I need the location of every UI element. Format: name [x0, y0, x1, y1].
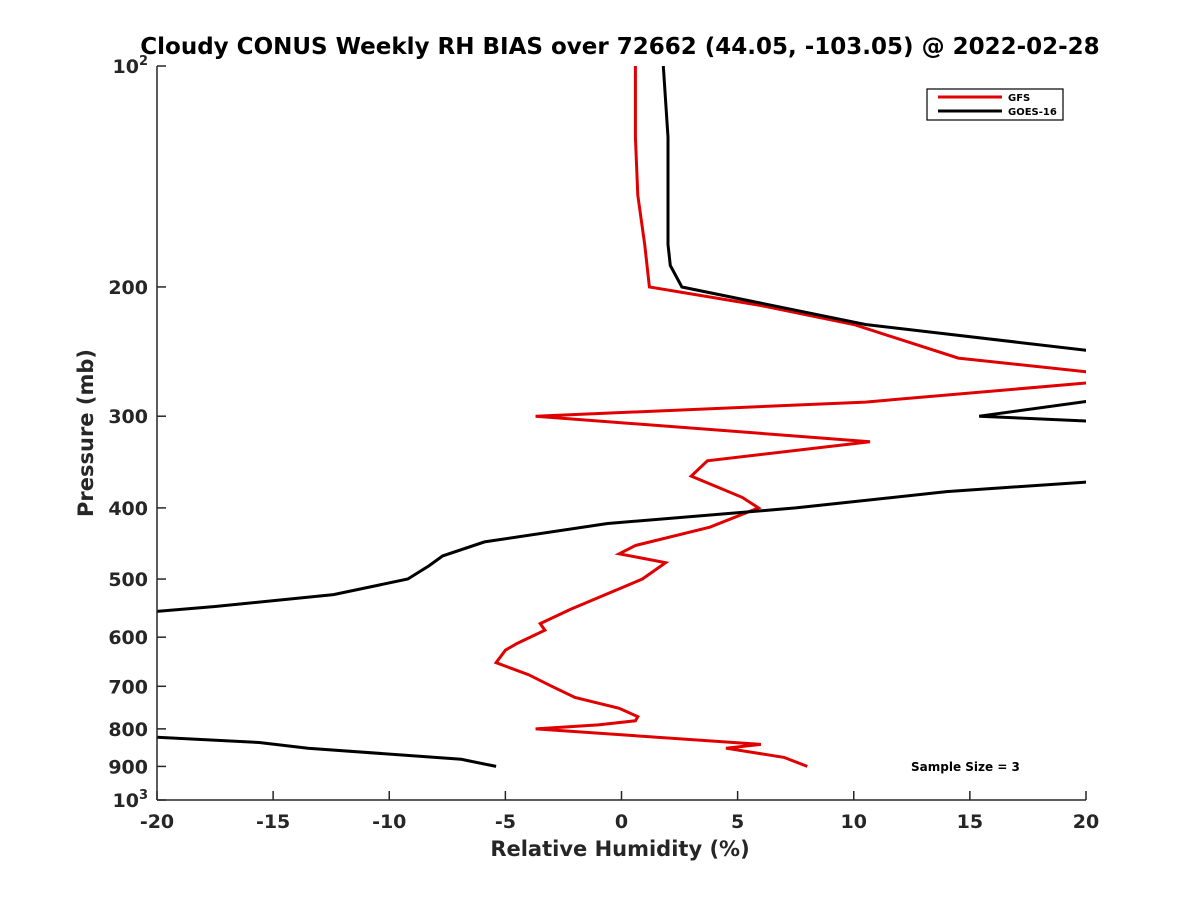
chart-title: Cloudy CONUS Weekly RH BIAS over 72662 (… [140, 34, 1099, 60]
plot-area [157, 66, 1086, 800]
y-tick-label: 800 [108, 719, 148, 741]
legend-label-goes16: GOES-16 [1008, 107, 1057, 118]
series-line-gfs [493, 66, 1086, 768]
x-tick-label: -15 [256, 811, 290, 833]
x-axis-label: Relative Humidity (%) [490, 837, 749, 861]
y-tick-label: 200 [108, 277, 148, 299]
y-tick-label: 900 [108, 756, 148, 778]
y-tick-label: 500 [108, 569, 148, 591]
y-tick-label: 103 [113, 788, 149, 812]
x-tick-label: 10 [841, 811, 867, 833]
y-tick-label: 600 [108, 627, 148, 649]
x-tick-label: -20 [140, 811, 174, 833]
series-line-goes16 [157, 66, 1086, 768]
y-axis-ticks: 102 200 300 400 500 600 700 800 900 103 [108, 54, 166, 812]
sample-size-annotation: Sample Size = 3 [911, 760, 1020, 774]
legend-label-gfs: GFS [1008, 93, 1030, 104]
y-tick-label: 400 [108, 498, 148, 520]
series-layer [157, 66, 1086, 768]
y-axis-label: Pressure (mb) [74, 349, 98, 517]
x-tick-label: -10 [372, 811, 406, 833]
x-tick-label: 20 [1073, 811, 1099, 833]
y-tick-label: 300 [108, 406, 148, 428]
y-tick-label: 700 [108, 676, 148, 698]
x-tick-label: 5 [731, 811, 744, 833]
x-tick-label: 0 [615, 811, 628, 833]
x-tick-label: 15 [957, 811, 983, 833]
legend: GFS GOES-16 [926, 88, 1064, 121]
legend-box [926, 88, 1064, 121]
y-tick-label: 102 [113, 54, 149, 78]
x-axis-ticks: -20 -15 -10 -5 0 5 10 15 20 [140, 791, 1099, 833]
x-tick-label: -5 [495, 811, 516, 833]
